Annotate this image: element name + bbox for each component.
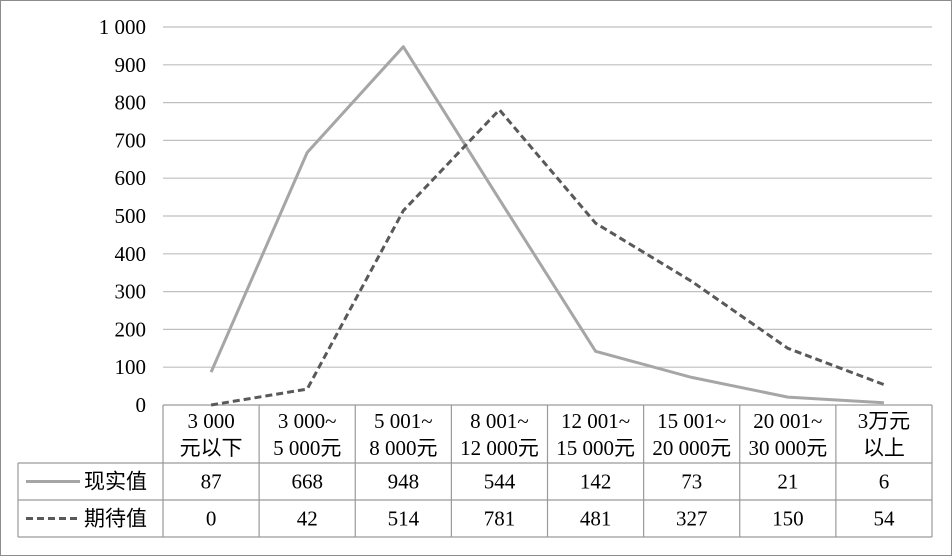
y-tick-label: 800 <box>115 91 147 115</box>
category-label: 12 001~ <box>561 409 630 433</box>
category-label: 15 001~ <box>657 409 726 433</box>
data-table-value: 544 <box>484 470 516 494</box>
data-table-value: 668 <box>291 470 323 494</box>
series-line-1 <box>209 45 884 405</box>
category-label: 15 000元 <box>556 436 635 460</box>
y-tick-label: 300 <box>115 280 147 304</box>
data-table-value: 6 <box>879 470 890 494</box>
data-table-value: 73 <box>681 470 702 494</box>
data-table-value: 42 <box>297 507 318 531</box>
category-label: 5 000元 <box>273 436 341 460</box>
category-label: 3 000~ <box>278 409 337 433</box>
category-label: 20 001~ <box>753 409 822 433</box>
series-line-2 <box>210 108 885 407</box>
y-tick-label: 500 <box>115 204 147 228</box>
data-table-value: 781 <box>484 507 516 531</box>
data-table-value: 150 <box>772 507 804 531</box>
y-tick-label: 0 <box>136 393 147 417</box>
data-table-value: 948 <box>388 470 420 494</box>
category-label: 5 001~ <box>374 409 433 433</box>
y-tick-label: 1 000 <box>99 15 146 39</box>
y-tick-label: 400 <box>115 242 147 266</box>
data-table-value: 514 <box>388 507 420 531</box>
y-tick-label: 900 <box>115 53 147 77</box>
category-label: 30 000元 <box>748 436 827 460</box>
category-label: 元以下 <box>180 436 243 460</box>
category-label: 3万元 <box>858 409 911 433</box>
data-table-value: 21 <box>777 470 798 494</box>
legend-label: 期待值 <box>84 507 147 531</box>
data-table-value: 142 <box>580 470 612 494</box>
category-label: 12 000元 <box>460 436 539 460</box>
category-label: 3 000 <box>187 409 234 433</box>
data-table-value: 54 <box>873 507 895 531</box>
category-label: 以上 <box>863 436 905 460</box>
legend-label: 现实值 <box>84 470 147 494</box>
data-table-value: 481 <box>580 507 612 531</box>
category-label: 8 001~ <box>470 409 529 433</box>
data-table-value: 0 <box>206 507 217 531</box>
y-tick-label: 600 <box>115 166 147 190</box>
category-label: 8 000元 <box>369 436 437 460</box>
data-table-value: 87 <box>201 470 222 494</box>
data-table-value: 327 <box>676 507 708 531</box>
y-tick-label: 100 <box>115 355 147 379</box>
y-tick-label: 200 <box>115 317 147 341</box>
category-label: 20 000元 <box>652 436 731 460</box>
y-tick-label: 700 <box>115 128 147 152</box>
